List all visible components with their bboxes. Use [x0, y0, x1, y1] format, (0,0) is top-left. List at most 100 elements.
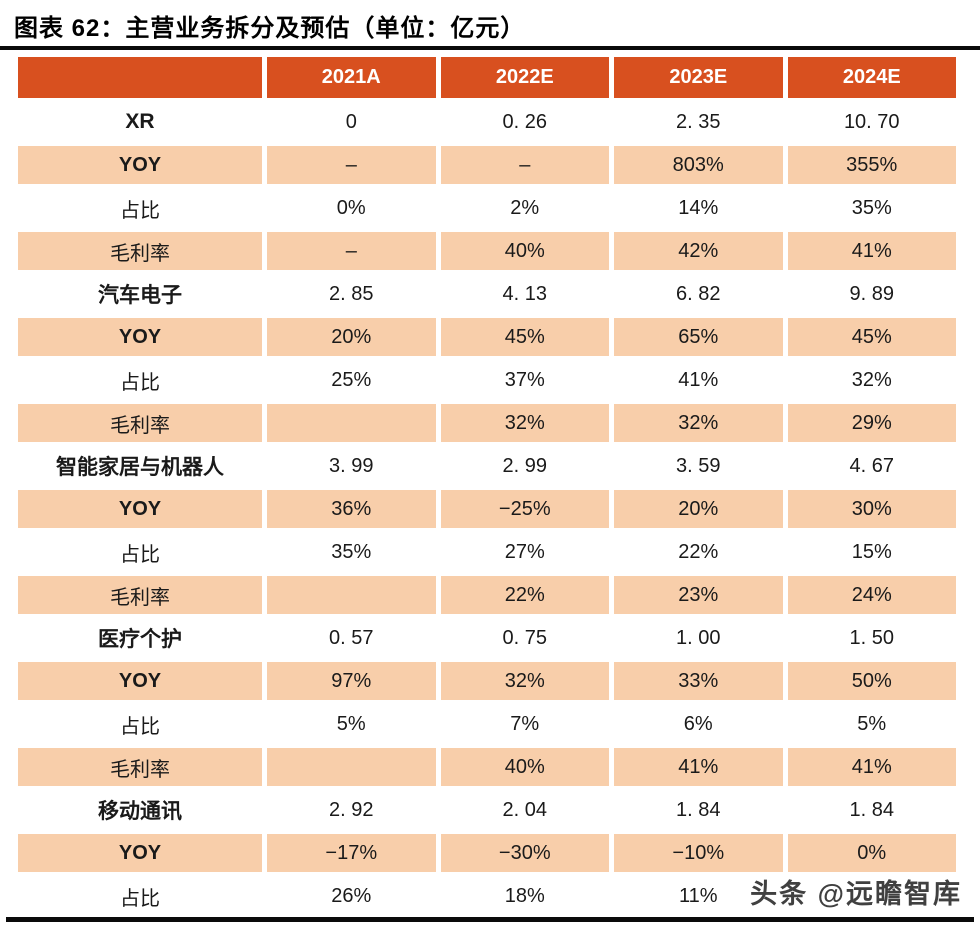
- table-cell: 2. 35: [614, 103, 783, 141]
- table-cell: 5%: [267, 705, 436, 743]
- table-cell: 2. 92: [267, 791, 436, 829]
- table-cell: 9. 89: [787, 275, 956, 313]
- column-header: 2022E: [440, 57, 609, 98]
- table-cell: 0. 57: [267, 619, 436, 657]
- table-cell: 2. 04: [440, 791, 609, 829]
- table-cell: 41%: [614, 361, 783, 399]
- row-label-share: 占比: [18, 189, 262, 227]
- table-cell: –: [267, 146, 436, 184]
- table-cell: 42%: [614, 232, 783, 270]
- row-label-gross_margin: 毛利率: [18, 404, 262, 442]
- table-cell: 0%: [787, 834, 956, 872]
- row-label-segment: 智能家居与机器人: [18, 447, 262, 485]
- table-cell: 0. 75: [440, 619, 609, 657]
- table-cell: 45%: [787, 318, 956, 356]
- row-label-gross_margin: 毛利率: [18, 232, 262, 270]
- row-label-share: 占比: [18, 533, 262, 571]
- table-cell: 15%: [787, 533, 956, 571]
- table-cell: 41%: [787, 232, 956, 270]
- table-cell: 10. 70: [787, 103, 956, 141]
- row-label-gross_margin: 毛利率: [18, 748, 262, 786]
- table-cell: 1. 00: [614, 619, 783, 657]
- table-cell: 1. 50: [787, 619, 956, 657]
- table-cell: 4. 67: [787, 447, 956, 485]
- table-cell: 2. 85: [267, 275, 436, 313]
- business-breakdown-table: 2021A 2022E 2023E 2024E XR 0 0. 26 2. 35 10. 70 Y…: [18, 57, 956, 915]
- table-cell: 803%: [614, 146, 783, 184]
- table-cell: 20%: [614, 490, 783, 528]
- table-cell: 0. 26: [440, 103, 609, 141]
- table-cell: –: [440, 146, 609, 184]
- table-cell: 32%: [787, 361, 956, 399]
- table-cell: 6%: [614, 705, 783, 743]
- row-label-share: 占比: [18, 877, 262, 915]
- figure-title: 图表 62：主营业务拆分及预估（单位：亿元）: [14, 15, 526, 42]
- table-cell: 0: [267, 103, 436, 141]
- table-cell: 37%: [440, 361, 609, 399]
- table-cell: 45%: [440, 318, 609, 356]
- table-cell: 65%: [614, 318, 783, 356]
- row-label-share: 占比: [18, 361, 262, 399]
- row-label-yoy: YOY: [18, 662, 262, 700]
- table-cell: 0%: [267, 189, 436, 227]
- table-cell: 41%: [787, 748, 956, 786]
- table-cell: 22%: [614, 533, 783, 571]
- table-cell: 7%: [440, 705, 609, 743]
- table-cell: 20%: [267, 318, 436, 356]
- table-cell: −25%: [440, 490, 609, 528]
- table-cell: 36%: [267, 490, 436, 528]
- table-cell: 3. 59: [614, 447, 783, 485]
- table-cell: 2. 99: [440, 447, 609, 485]
- table-bottom-border: [6, 917, 974, 922]
- row-label-yoy: YOY: [18, 490, 262, 528]
- table-cell: –: [267, 232, 436, 270]
- table-cell: 24%: [787, 576, 956, 614]
- table-cell: [267, 576, 436, 614]
- table-cell: 1. 84: [614, 791, 783, 829]
- row-label-segment: 汽车电子: [18, 275, 262, 313]
- column-header: 2023E: [614, 57, 783, 98]
- table-cell: 14%: [614, 189, 783, 227]
- table-cell: 2%: [440, 189, 609, 227]
- table-cell: 97%: [267, 662, 436, 700]
- column-header: 2021A: [267, 57, 436, 98]
- table-cell: 25%: [267, 361, 436, 399]
- table-cell: 35%: [267, 533, 436, 571]
- row-label-share: 占比: [18, 705, 262, 743]
- table-cell: 11%: [614, 877, 783, 915]
- table-cell: [267, 748, 436, 786]
- table-cell: 30%: [787, 490, 956, 528]
- table-cell: 26%: [267, 877, 436, 915]
- table-cell: [267, 404, 436, 442]
- table-cell: 18%: [440, 877, 609, 915]
- row-label-segment: 移动通讯: [18, 791, 262, 829]
- table-cell: −30%: [440, 834, 609, 872]
- table-cell: 50%: [787, 662, 956, 700]
- table-cell: 41%: [614, 748, 783, 786]
- table-cell: 355%: [787, 146, 956, 184]
- table-cell: −10%: [614, 834, 783, 872]
- table-cell: 32%: [614, 404, 783, 442]
- table-cell: 33%: [614, 662, 783, 700]
- row-label-yoy: YOY: [18, 318, 262, 356]
- row-label-gross_margin: 毛利率: [18, 576, 262, 614]
- table-cell: 35%: [787, 189, 956, 227]
- table-cell: 5%: [787, 705, 956, 743]
- table-cell: 22%: [440, 576, 609, 614]
- row-label-segment: 医疗个护: [18, 619, 262, 657]
- column-header-blank: [18, 57, 262, 98]
- row-label-yoy: YOY: [18, 146, 262, 184]
- table-cell: 23%: [614, 576, 783, 614]
- column-header: 2024E: [787, 57, 956, 98]
- table-cell: 29%: [787, 404, 956, 442]
- table-cell: 1. 84: [787, 791, 956, 829]
- table-cell: 4. 13: [440, 275, 609, 313]
- title-divider: [0, 46, 980, 50]
- table-cell: 32%: [440, 662, 609, 700]
- table-cell: 3. 99: [267, 447, 436, 485]
- table-cell: 6. 82: [614, 275, 783, 313]
- row-label-segment: XR: [18, 103, 262, 141]
- table-cell: 27%: [440, 533, 609, 571]
- table-cell: 32%: [440, 404, 609, 442]
- watermark: 头条 @远瞻智库: [750, 879, 962, 909]
